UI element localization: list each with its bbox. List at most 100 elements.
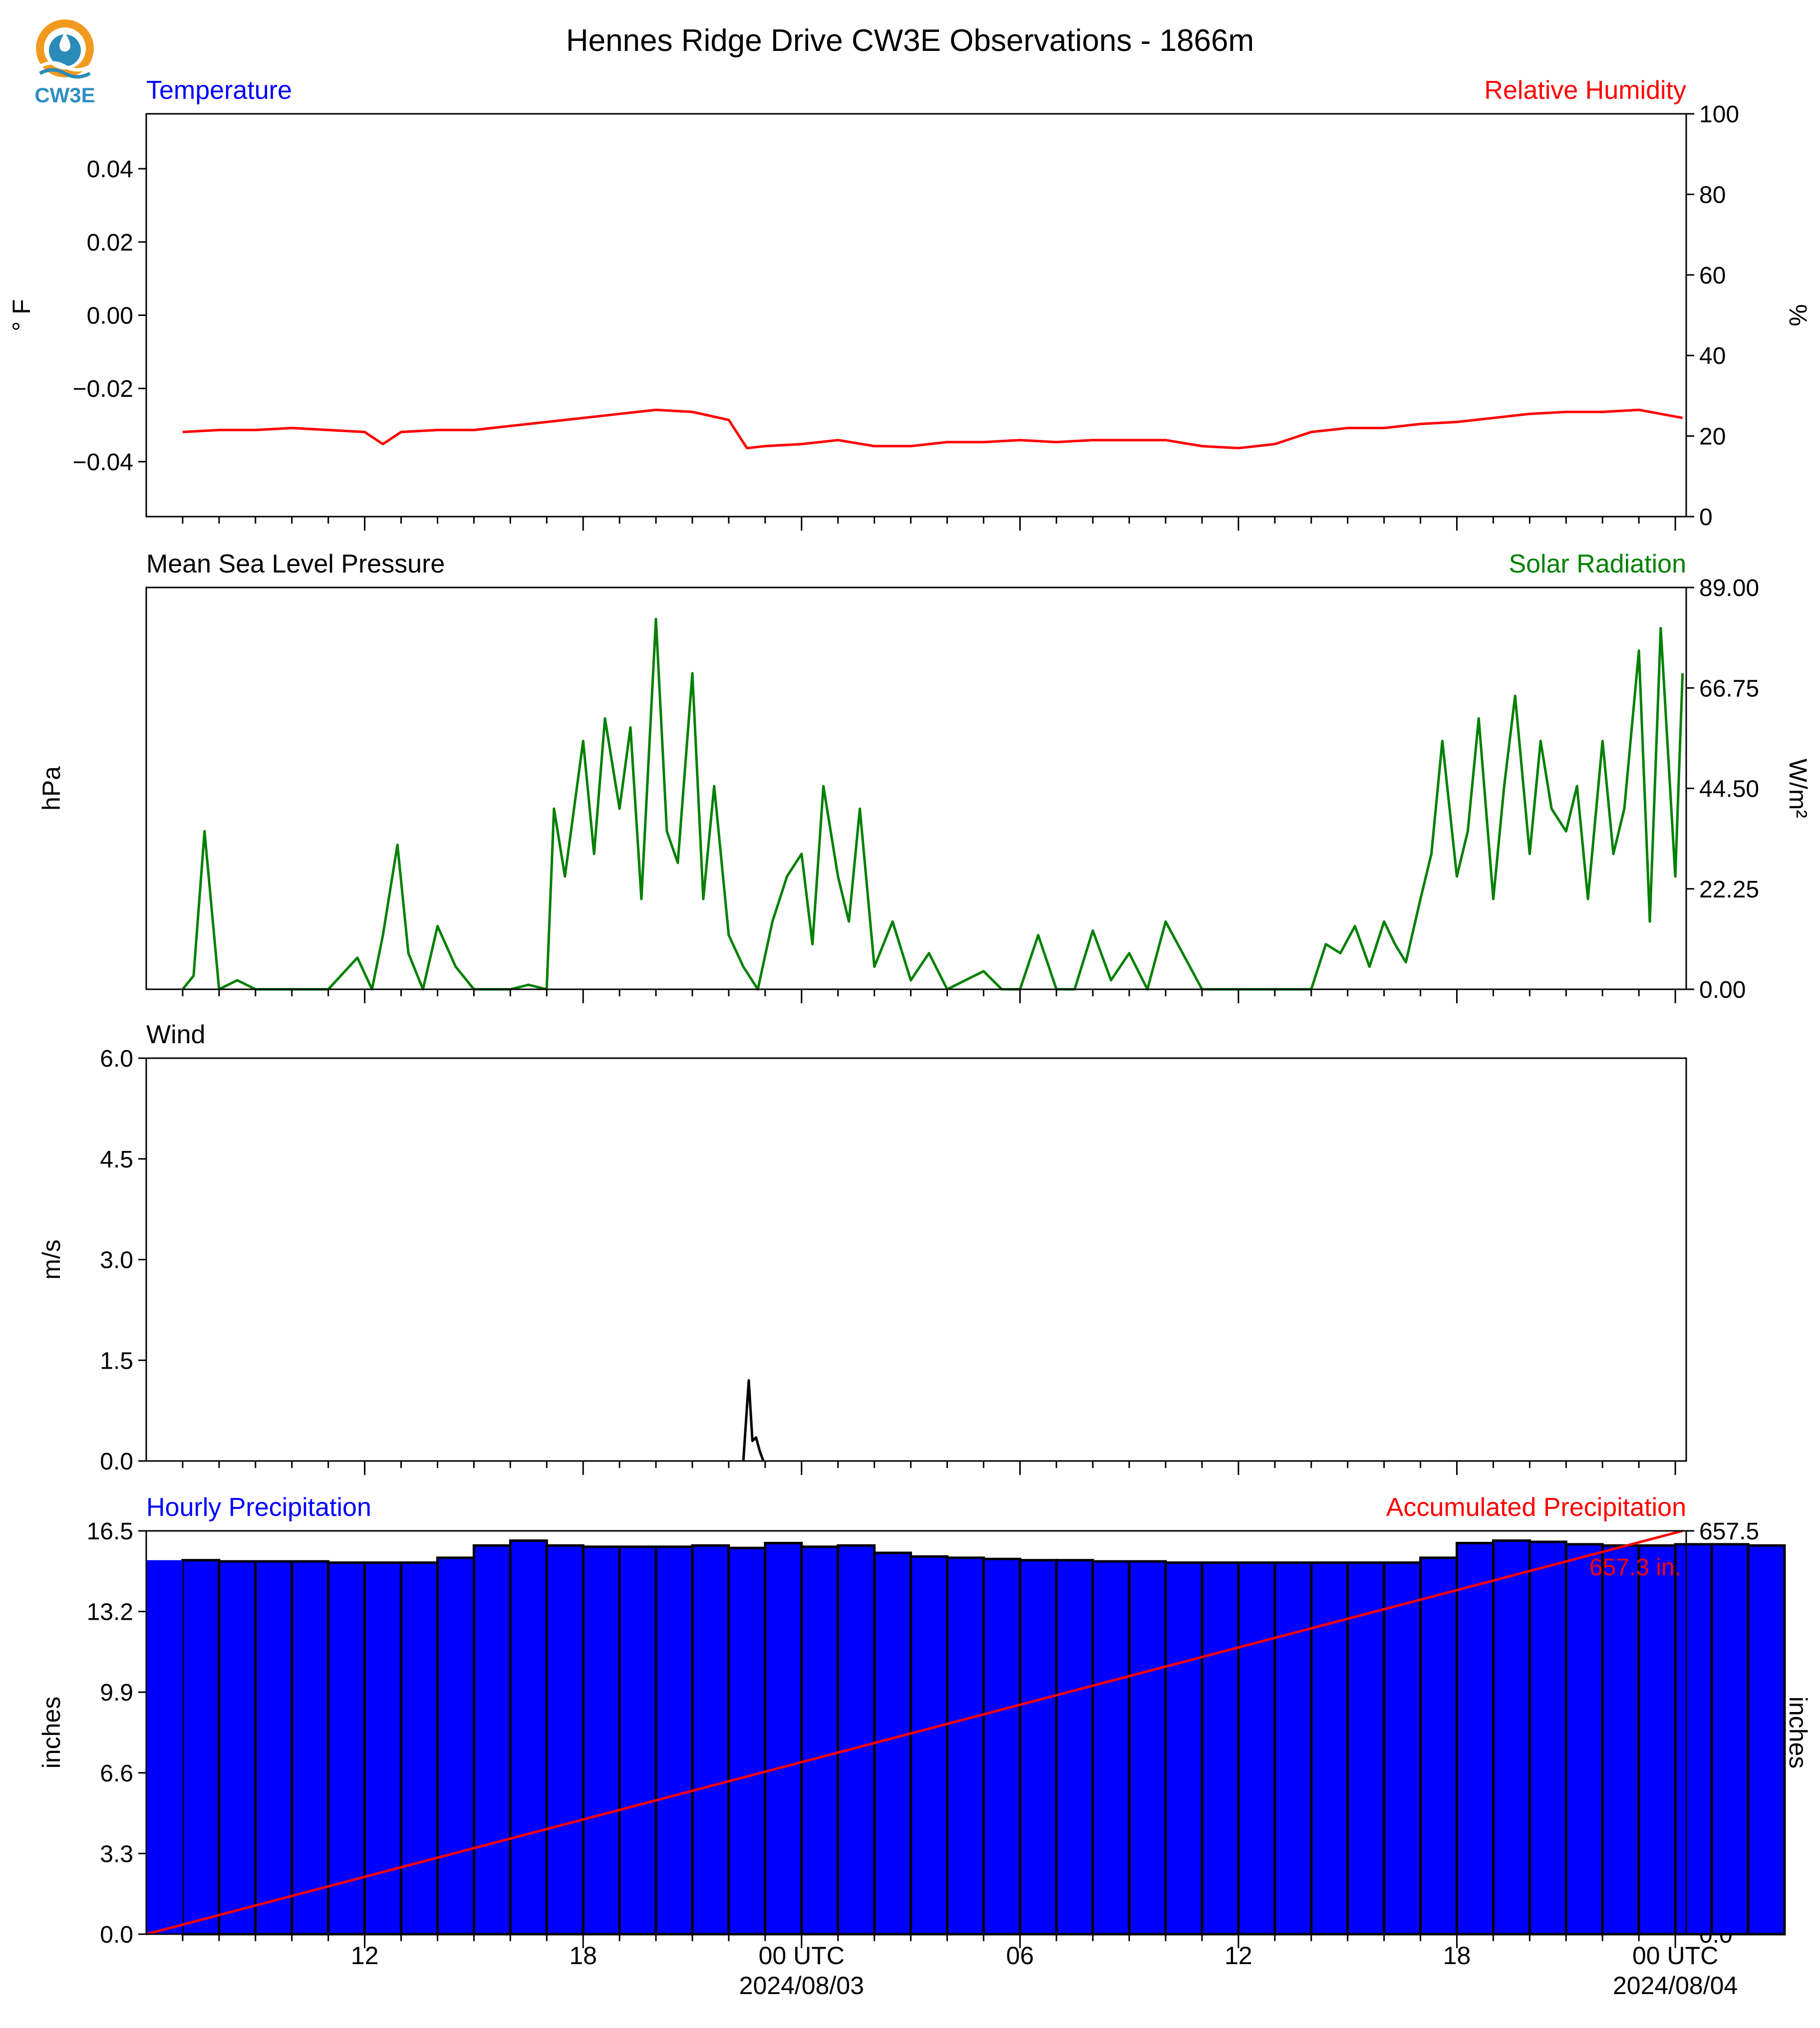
accumulated-precip-line xyxy=(146,1529,1683,1936)
precip-bar xyxy=(691,1544,730,1936)
right-axis-label: W/m² xyxy=(1784,759,1812,818)
precip-bar xyxy=(1018,1559,1058,1936)
x-tick-label: 00 UTC xyxy=(759,1942,845,1970)
precip-bar xyxy=(254,1560,294,1936)
left-tick-label: 0.02 xyxy=(87,230,133,256)
right-tick-label: 0.00 xyxy=(1699,977,1746,1003)
precip-bar xyxy=(1601,1544,1640,1936)
precip-bar xyxy=(837,1544,876,1936)
left-tick-label: 6.6 xyxy=(100,1760,133,1787)
x-tick-label: 12 xyxy=(1224,1942,1252,1970)
precip-bar xyxy=(800,1545,840,1936)
left-tick-label: 3.0 xyxy=(100,1247,133,1274)
right-axis-label: inches xyxy=(1784,1697,1812,1769)
precip-bar xyxy=(1710,1543,1750,1936)
right-tick-label: 0 xyxy=(1699,504,1713,531)
x-tick-date-label: 2024/08/03 xyxy=(739,1972,864,2000)
right-tick-label: 100 xyxy=(1699,101,1739,128)
panel-left-title: Wind xyxy=(146,1020,205,1049)
panel-right-title: Solar Radiation xyxy=(1509,550,1686,579)
precip-bar xyxy=(618,1545,657,1936)
right-tick-label: 89.00 xyxy=(1699,575,1759,601)
precip-bar xyxy=(181,1559,221,1936)
precip-bar xyxy=(910,1555,948,1936)
left-axis-label: ° F xyxy=(7,299,35,331)
right-tick-label: 80 xyxy=(1699,182,1726,208)
panel-left-title: Mean Sea Level Pressure xyxy=(146,550,445,579)
precip-bar xyxy=(472,1544,512,1936)
x-tick-label: 00 UTC xyxy=(1632,1942,1718,1970)
logo-drop-icon xyxy=(59,32,70,52)
precip-bar xyxy=(1055,1559,1094,1936)
precip-bar xyxy=(218,1560,257,1936)
precip-bar xyxy=(1128,1560,1167,1936)
left-axis-label: m/s xyxy=(37,1239,65,1280)
precip-bar-partial xyxy=(146,1560,183,1934)
precip-bar xyxy=(654,1545,694,1936)
precip-bar xyxy=(582,1545,621,1936)
panel-left-title: Hourly Precipitation xyxy=(146,1493,371,1522)
panel-right-title: Relative Humidity xyxy=(1484,76,1686,105)
precip-bar xyxy=(1564,1543,1604,1936)
right-tick-label: 66.75 xyxy=(1699,675,1759,702)
precip-bar xyxy=(1273,1561,1313,1936)
x-tick-label: 06 xyxy=(1006,1942,1034,1970)
precip-bar xyxy=(1164,1561,1204,1936)
series-line xyxy=(182,408,1683,450)
left-tick-label: 1.5 xyxy=(100,1348,133,1374)
precip-bar xyxy=(1237,1561,1276,1936)
x-tick-label: 18 xyxy=(569,1942,597,1970)
left-tick-label: −0.02 xyxy=(73,376,133,402)
precip-bar xyxy=(1456,1541,1495,1936)
precip-bar xyxy=(436,1556,475,1936)
precip-bar xyxy=(1346,1561,1386,1936)
wind-panel: Wind m/s 6.0 4.5 3.0 1.5 0.0 xyxy=(37,1020,1687,1475)
precip-bar xyxy=(1637,1544,1677,1936)
left-tick-label: 0.0 xyxy=(100,1922,133,1948)
right-axis-label: % xyxy=(1784,304,1812,326)
plot-frame xyxy=(145,1057,1687,1462)
x-tick-label: 12 xyxy=(351,1942,379,1970)
left-tick-label: 0.0 xyxy=(100,1449,133,1475)
precip-bar xyxy=(291,1560,330,1936)
left-tick-label: 3.3 xyxy=(100,1841,133,1867)
precip-bar xyxy=(1310,1561,1349,1936)
precipitation-panel: Hourly Precipitation Accumulated Precipit… xyxy=(37,1493,1812,1948)
x-tick-label: 18 xyxy=(1443,1942,1471,1970)
plot-frame xyxy=(145,586,1687,990)
plot-frame xyxy=(145,113,1687,518)
precip-bar xyxy=(727,1546,767,1936)
logo-wave-1 xyxy=(39,61,91,72)
left-tick-label: 16.5 xyxy=(87,1518,133,1545)
left-axis-label: inches xyxy=(37,1697,65,1769)
pressure-solar-panel: Mean Sea Level Pressure Solar Radiation hP… xyxy=(37,550,1812,1003)
left-tick-label: 13.2 xyxy=(87,1599,133,1626)
precip-bar xyxy=(1419,1556,1459,1936)
right-tick-label: 44.50 xyxy=(1699,776,1759,803)
x-tick-date-label: 2024/08/04 xyxy=(1613,1972,1738,2000)
series-line xyxy=(742,1379,765,1461)
precip-bar xyxy=(363,1561,403,1936)
precip-bar xyxy=(1528,1540,1567,1936)
logo-wave-2 xyxy=(39,68,91,79)
precip-bar xyxy=(509,1539,548,1936)
precip-bar xyxy=(1383,1561,1422,1936)
series-line xyxy=(181,617,1684,991)
precip-bar xyxy=(1492,1539,1531,1936)
figure-title: Hennes Ridge Drive CW3E Observations - 1… xyxy=(566,23,1254,58)
left-tick-label: 0.00 xyxy=(87,303,133,329)
left-tick-label: 0.04 xyxy=(87,156,133,183)
temperature-humidity-panel: Temperature Relative Humidity ° F % 0.04 0.02… xyxy=(7,76,1812,531)
accumulated-precip-annotation: 657.3 in. xyxy=(1589,1554,1681,1581)
left-tick-label: 6.0 xyxy=(100,1046,133,1072)
precip-bar xyxy=(400,1561,439,1936)
precip-bar xyxy=(764,1541,803,1936)
left-axis-label: hPa xyxy=(37,766,65,811)
logo-text: CW3E xyxy=(34,83,95,107)
precip-bar xyxy=(982,1557,1021,1936)
left-tick-label: −0.04 xyxy=(73,449,133,476)
left-tick-label: 9.9 xyxy=(100,1680,133,1706)
precip-bar xyxy=(1091,1560,1131,1936)
